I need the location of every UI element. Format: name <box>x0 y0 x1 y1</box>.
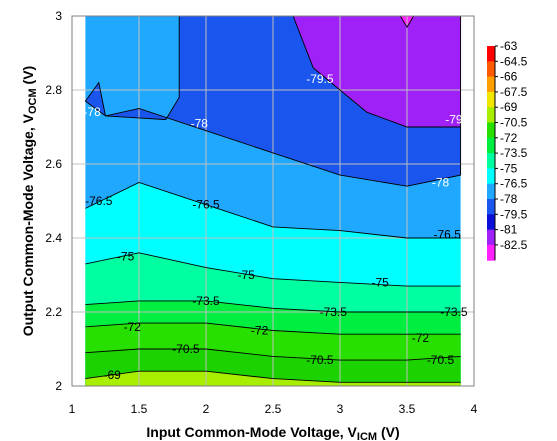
colorbar-swatch <box>487 244 495 261</box>
colorbar-label: -78 <box>500 192 518 206</box>
x-tick-labels: 1 1.5 2 2.5 3 3.5 4 <box>69 402 478 416</box>
contour-line <box>292 16 461 128</box>
contour-fill-band <box>293 16 461 127</box>
contour-labels: -69 -70.5 -70.5 -70.5 -72 -72 -72 -73.5 -73.5 -73… <box>83 72 467 382</box>
colorbar-label: -81 <box>500 223 518 237</box>
colorbar-swatch <box>487 91 495 108</box>
colorbar-label: -73.5 <box>500 146 528 160</box>
y-tick-labels: 2 2.2 2.4 2.6 2.8 3 <box>45 9 62 393</box>
y-tick-label: 2.2 <box>45 305 62 319</box>
colorbar-swatch <box>487 61 495 78</box>
contour-label: -72 <box>412 331 430 345</box>
x-tick-label: 2 <box>203 402 210 416</box>
contour-label: -70.5 <box>172 342 200 356</box>
contour-line <box>84 16 462 187</box>
contour-label: -76.5 <box>192 198 220 212</box>
contour-label: -69 <box>104 368 122 382</box>
contour-label: -72 <box>251 324 269 338</box>
colorbar-label: -79.5 <box>500 207 528 221</box>
contour-label: -79.5 <box>306 72 334 86</box>
contour-label: -76.5 <box>85 194 113 208</box>
contour-label: -75 <box>238 268 256 282</box>
colorbar-swatch <box>487 122 495 139</box>
colorbar-label: -82.5 <box>500 238 528 252</box>
colorbar-swatch <box>487 46 495 62</box>
contour-line <box>85 300 461 313</box>
contour-label: -79 <box>445 113 463 127</box>
contour-line <box>85 348 461 361</box>
y-tick-label: 2.8 <box>45 83 62 97</box>
colorbar-legend: -63-64.5 -66-67.5-69 -70.5-72-73.5-75 -76.5… <box>487 39 528 261</box>
y-tick-label: 2.6 <box>45 157 62 171</box>
contour-label: -72 <box>124 320 142 334</box>
colorbar-swatch <box>487 168 495 185</box>
colorbar-label: -76.5 <box>500 177 528 191</box>
colorbar-swatch <box>487 153 495 169</box>
contour-line <box>85 370 461 383</box>
colorbar-swatch <box>487 214 495 231</box>
contour-label: -75 <box>372 275 390 289</box>
colorbar-swatch <box>487 107 495 123</box>
x-axis-title: Input Common-Mode Voltage, VICM (V) <box>146 424 399 441</box>
y-tick-label: 3 <box>55 9 62 23</box>
contour-line <box>85 252 461 287</box>
contour-label: -70.5 <box>306 353 334 367</box>
contour-label: -78 <box>191 116 209 130</box>
contour-line <box>85 182 461 239</box>
y-axis-title: Output Common-Mode Voltage, VOCM (V) <box>20 66 39 336</box>
x-tick-label: 1.5 <box>131 402 148 416</box>
x-tick-label: 2.5 <box>265 402 282 416</box>
x-tick-label: 3.5 <box>399 402 416 416</box>
colorbar-label: -72 <box>500 131 518 145</box>
colorbar-label: -69 <box>500 100 518 114</box>
colorbar-swatch <box>487 183 495 200</box>
plot-border <box>71 15 475 387</box>
x-tick-label: 1 <box>69 402 76 416</box>
contour-label: -70.5 <box>427 353 455 367</box>
colorbar-label: -70.5 <box>500 116 528 130</box>
contour-line <box>85 322 461 335</box>
contour-lines <box>84 16 462 383</box>
y-tick-label: 2.4 <box>45 231 62 245</box>
colorbar-label: -67.5 <box>500 85 528 99</box>
colorbar-swatch <box>487 229 495 246</box>
contour-label: -73.5 <box>320 305 348 319</box>
colorbar-label: -64.5 <box>500 54 528 68</box>
colorbar-swatch <box>487 137 495 154</box>
contour-label: -76.5 <box>434 227 462 241</box>
colorbar-label: -66 <box>500 70 518 84</box>
contour-label: -73.5 <box>440 305 468 319</box>
gridlines <box>72 16 474 386</box>
colorbar-swatch <box>487 76 495 93</box>
colorbar-swatch <box>487 199 495 215</box>
contour-line <box>399 16 415 28</box>
contour-label: -73.5 <box>192 294 220 308</box>
x-tick-label: 4 <box>471 402 478 416</box>
contour-label: -78 <box>83 105 101 119</box>
colorbar-label: -75 <box>500 161 518 175</box>
colorbar-label: -63 <box>500 39 518 53</box>
x-tick-label: 3 <box>337 402 344 416</box>
y-tick-label: 2 <box>55 379 62 393</box>
contour-label: -78 <box>432 176 450 190</box>
contour-label: -75 <box>117 250 135 264</box>
